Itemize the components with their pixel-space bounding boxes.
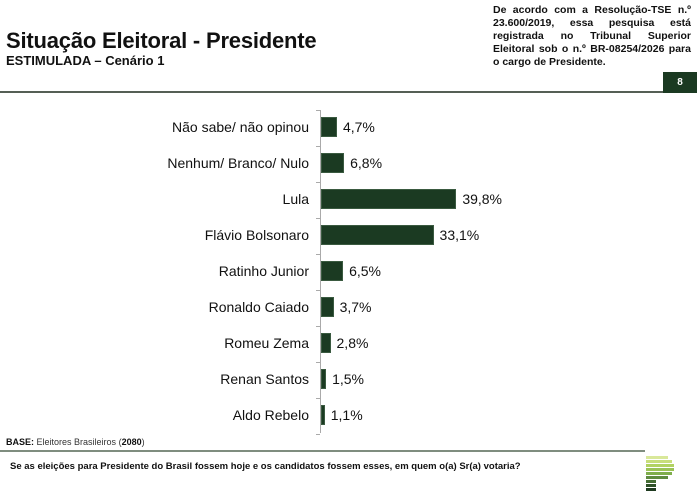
base-note: BASE: Eleitores Brasileiros (2080): [6, 437, 145, 447]
logo-stripe: [646, 488, 656, 491]
logo-stripe: [646, 484, 656, 487]
logo-stripe: [646, 476, 668, 479]
chart-row: Romeu Zema 2,8%: [0, 333, 697, 355]
value-label: 6,5%: [349, 263, 382, 279]
logo-stripe: [646, 456, 668, 459]
logo-stripe: [646, 468, 674, 471]
page-number-badge: 8: [663, 72, 697, 93]
logo-stripe: [646, 460, 672, 463]
category-label: Flávio Bolsonaro: [204, 227, 309, 243]
category-label: Romeu Zema: [224, 335, 309, 351]
logo-stripe: [646, 480, 656, 483]
survey-question: Se as eleições para Presidente do Brasil…: [10, 461, 521, 472]
axis-tick: [316, 254, 320, 255]
category-label: Renan Santos: [220, 371, 309, 387]
bar: [321, 405, 325, 425]
bar: [321, 333, 331, 353]
category-label: Não sabe/ não opinou: [172, 119, 309, 135]
category-label: Aldo Rebelo: [232, 407, 309, 423]
bar: [321, 225, 434, 245]
axis-tick: [316, 182, 320, 183]
axis-tick: [316, 146, 320, 147]
value-label: 2,8%: [336, 335, 369, 351]
category-label: Nenhum/ Branco/ Nulo: [167, 155, 309, 171]
category-label: Lula: [282, 191, 309, 207]
axis-tick: [316, 434, 320, 435]
chart-row: Lula 39,8%: [0, 189, 697, 211]
value-label: 3,7%: [339, 299, 372, 315]
bar: [321, 153, 345, 173]
axis-tick: [316, 326, 320, 327]
value-label: 1,1%: [330, 407, 363, 423]
value-label: 33,1%: [439, 227, 480, 243]
logo-stripe: [646, 464, 674, 467]
base-label: BASE:: [6, 437, 35, 447]
value-label: 4,7%: [342, 119, 375, 135]
logo-icon: [646, 456, 676, 492]
bar: [321, 369, 327, 389]
header-divider: [0, 91, 697, 93]
chart-row: Não sabe/ não opinou 4,7%: [0, 117, 697, 139]
chart-row: Ronaldo Caiado 3,7%: [0, 297, 697, 319]
value-label: 1,5%: [332, 371, 365, 387]
value-label: 6,8%: [350, 155, 383, 171]
registration-note: De acordo com a Resolução-TSE n.º 23.600…: [493, 4, 691, 68]
chart-row: Nenhum/ Branco/ Nulo 6,8%: [0, 153, 697, 175]
footer-divider: [0, 450, 645, 452]
bar: [321, 261, 344, 281]
chart-row: Renan Santos 1,5%: [0, 369, 697, 391]
axis-tick: [316, 290, 320, 291]
axis-tick: [316, 218, 320, 219]
axis-tick: [316, 398, 320, 399]
base-text: Eleitores Brasileiros: [36, 437, 117, 447]
axis-tick: [316, 362, 320, 363]
category-label: Ratinho Junior: [218, 263, 309, 279]
bar: [321, 117, 337, 137]
bar: [321, 189, 457, 209]
logo-stripe: [646, 472, 672, 475]
value-label: 39,8%: [462, 191, 503, 207]
axis-tick: [316, 110, 320, 111]
category-label: Ronaldo Caiado: [208, 299, 309, 315]
chart-axis: [320, 110, 321, 433]
chart-row: Ratinho Junior 6,5%: [0, 261, 697, 283]
page-subtitle: ESTIMULADA – Cenário 1: [6, 53, 165, 68]
chart-row: Aldo Rebelo 1,1%: [0, 405, 697, 427]
page-title: Situação Eleitoral - Presidente: [6, 28, 317, 53]
chart-row: Flávio Bolsonaro 33,1%: [0, 225, 697, 247]
base-count: 2080: [121, 437, 142, 447]
bar: [321, 297, 334, 317]
